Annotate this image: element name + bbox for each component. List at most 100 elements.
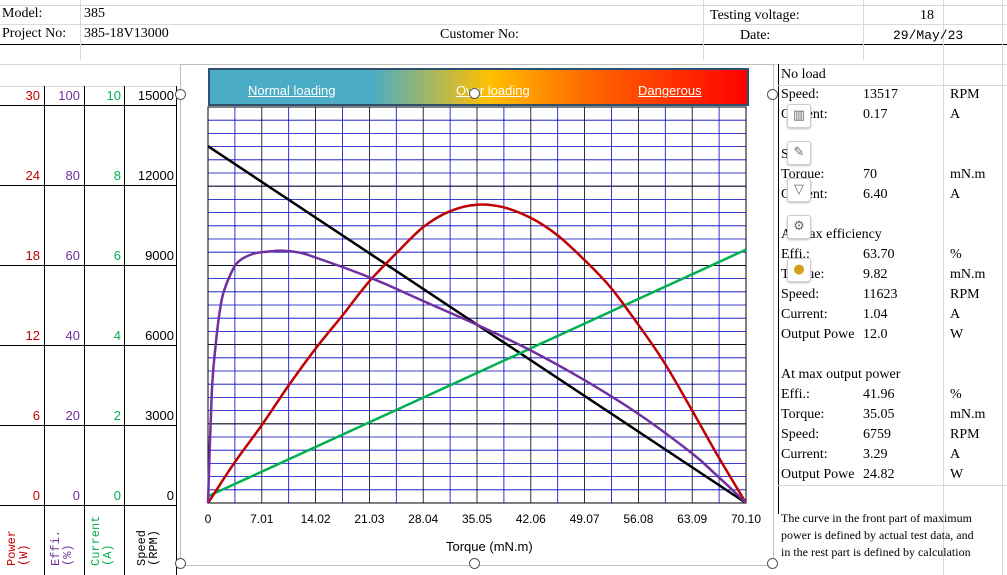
effi-tick: 80	[65, 168, 80, 183]
max-eff-speed-label: Speed:	[781, 287, 820, 302]
current-axis-label: Current (A)	[89, 515, 115, 566]
testing-voltage-label: Testing voltage:	[710, 8, 800, 23]
max-eff-eff-unit: %	[950, 247, 962, 262]
max-eff-current-unit: A	[950, 307, 961, 322]
x-tick-label: 56.08	[623, 512, 653, 526]
plot-area: 0 7.01 14.02 21.03 28.04 35.05 42.06 49.07 56.08…	[205, 106, 761, 526]
axis-gridline	[0, 265, 176, 266]
power-tick: 0	[32, 488, 40, 503]
speed-tick: 3000	[145, 408, 174, 423]
project-label: Project No:	[2, 26, 67, 41]
power-curve	[206, 203, 748, 504]
resize-handle[interactable]	[767, 89, 778, 100]
current-tick: 10	[106, 88, 121, 103]
max-eff-power-label: Output Powe	[781, 327, 855, 342]
note-line: The curve in the front part of maximum	[781, 511, 972, 525]
resize-handle[interactable]	[175, 89, 186, 100]
current-tick: 4	[113, 328, 121, 343]
x-tick-label: 14.02	[301, 512, 331, 526]
no-load-speed: 13517	[863, 87, 898, 102]
date-label: Date:	[740, 28, 771, 43]
max-eff-speed-unit: RPM	[950, 287, 980, 302]
max-power-speed-unit: RPM	[950, 427, 980, 442]
effi-tick: 60	[65, 248, 80, 263]
normal-loading-label: Normal loading	[248, 83, 336, 98]
current-curve	[207, 248, 747, 498]
x-tick-label: 42.06	[516, 512, 546, 526]
max-eff-power-unit: W	[950, 327, 964, 342]
max-power-speed-label: Speed:	[781, 427, 820, 442]
max-power-power: 24.82	[863, 467, 895, 482]
x-tick-label: 70.10	[731, 512, 761, 526]
stall-current-unit: A	[950, 187, 961, 202]
axis-gridline	[0, 185, 176, 186]
speed-tick: 6000	[145, 328, 174, 343]
customer-label: Customer No:	[440, 27, 519, 42]
resize-handle[interactable]	[175, 558, 186, 569]
current-tick: 0	[113, 488, 121, 503]
effi-tick: 0	[72, 488, 80, 503]
x-tick-label: 28.04	[408, 512, 438, 526]
current-tick: 8	[113, 168, 121, 183]
note-line: power is defined by actual test data, an…	[781, 528, 974, 542]
no-load-title: No load	[781, 67, 826, 82]
testing-voltage-value: 18	[920, 8, 934, 23]
max-power-torque-label: Torque:	[781, 407, 825, 422]
max-power-eff: 41.96	[863, 387, 895, 402]
max-eff-torque: 9.82	[863, 267, 888, 282]
axis-gridline	[0, 425, 176, 426]
max-eff-power: 12.0	[863, 327, 888, 342]
stall-torque: 70	[863, 167, 877, 182]
max-power-power-label: Output Powe	[781, 467, 855, 482]
model-value: 385	[84, 6, 105, 21]
chart-frame[interactable]: Normal loading Over loading Dangerous 0 7…	[180, 64, 774, 566]
speed-tick: 12000	[137, 168, 174, 183]
chart-styles-icon[interactable]: ✎	[787, 141, 811, 165]
resize-handle[interactable]	[469, 88, 480, 99]
speed-tick: 15000	[137, 88, 174, 103]
dangerous-label: Dangerous	[638, 83, 702, 98]
efficiency-curve	[206, 249, 747, 504]
max-eff-current-label: Current:	[781, 307, 828, 322]
idea-icon[interactable]: ●	[787, 258, 811, 282]
no-load-current-unit: A	[950, 107, 961, 122]
max-eff-torque-unit: mN.m	[950, 267, 986, 282]
no-load-speed-label: Speed:	[781, 87, 820, 102]
axis-gridline	[0, 105, 176, 106]
speed-axis-label: Speed (RPM)	[135, 529, 161, 566]
x-tick-label: 35.05	[462, 512, 492, 526]
axis-gridline	[0, 345, 176, 346]
model-label: Model:	[2, 6, 43, 21]
x-tick-label: 49.07	[570, 512, 600, 526]
current-tick: 2	[113, 408, 121, 423]
chart-elements-icon[interactable]: ▥	[787, 104, 811, 128]
max-power-speed: 6759	[863, 427, 891, 442]
resize-handle[interactable]	[469, 558, 480, 569]
max-power-torque-unit: mN.m	[950, 407, 986, 422]
effi-tick: 40	[65, 328, 80, 343]
x-tick-label: 21.03	[354, 512, 384, 526]
power-axis-label: Power (W)	[5, 529, 31, 566]
stall-torque-unit: mN.m	[950, 167, 986, 182]
no-load-current: 0.17	[863, 107, 888, 122]
power-tick: 24	[25, 168, 40, 183]
speed-tick: 0	[166, 488, 174, 503]
chart-filters-icon[interactable]: ▽	[787, 178, 811, 202]
max-power-current-label: Current:	[781, 447, 828, 462]
loading-banner: Normal loading Over loading Dangerous	[208, 68, 749, 106]
date-value: 29/May/23	[893, 28, 964, 43]
power-tick: 6	[32, 408, 40, 423]
max-power-title: At max output power	[781, 367, 901, 382]
max-eff-current: 1.04	[863, 307, 888, 322]
effi-tick: 20	[65, 408, 80, 423]
no-load-speed-unit: RPM	[950, 87, 980, 102]
max-power-eff-unit: %	[950, 387, 962, 402]
x-axis-label: Torque (mN.m)	[446, 539, 533, 554]
max-eff-speed: 11623	[863, 287, 898, 302]
x-tick-label: 0	[205, 512, 212, 526]
note-line: in the rest part is defined by calculati…	[781, 545, 971, 559]
power-tick: 18	[25, 248, 40, 263]
resize-handle[interactable]	[767, 558, 778, 569]
power-tick: 30	[25, 88, 40, 103]
settings-icon[interactable]: ⚙	[787, 215, 811, 239]
